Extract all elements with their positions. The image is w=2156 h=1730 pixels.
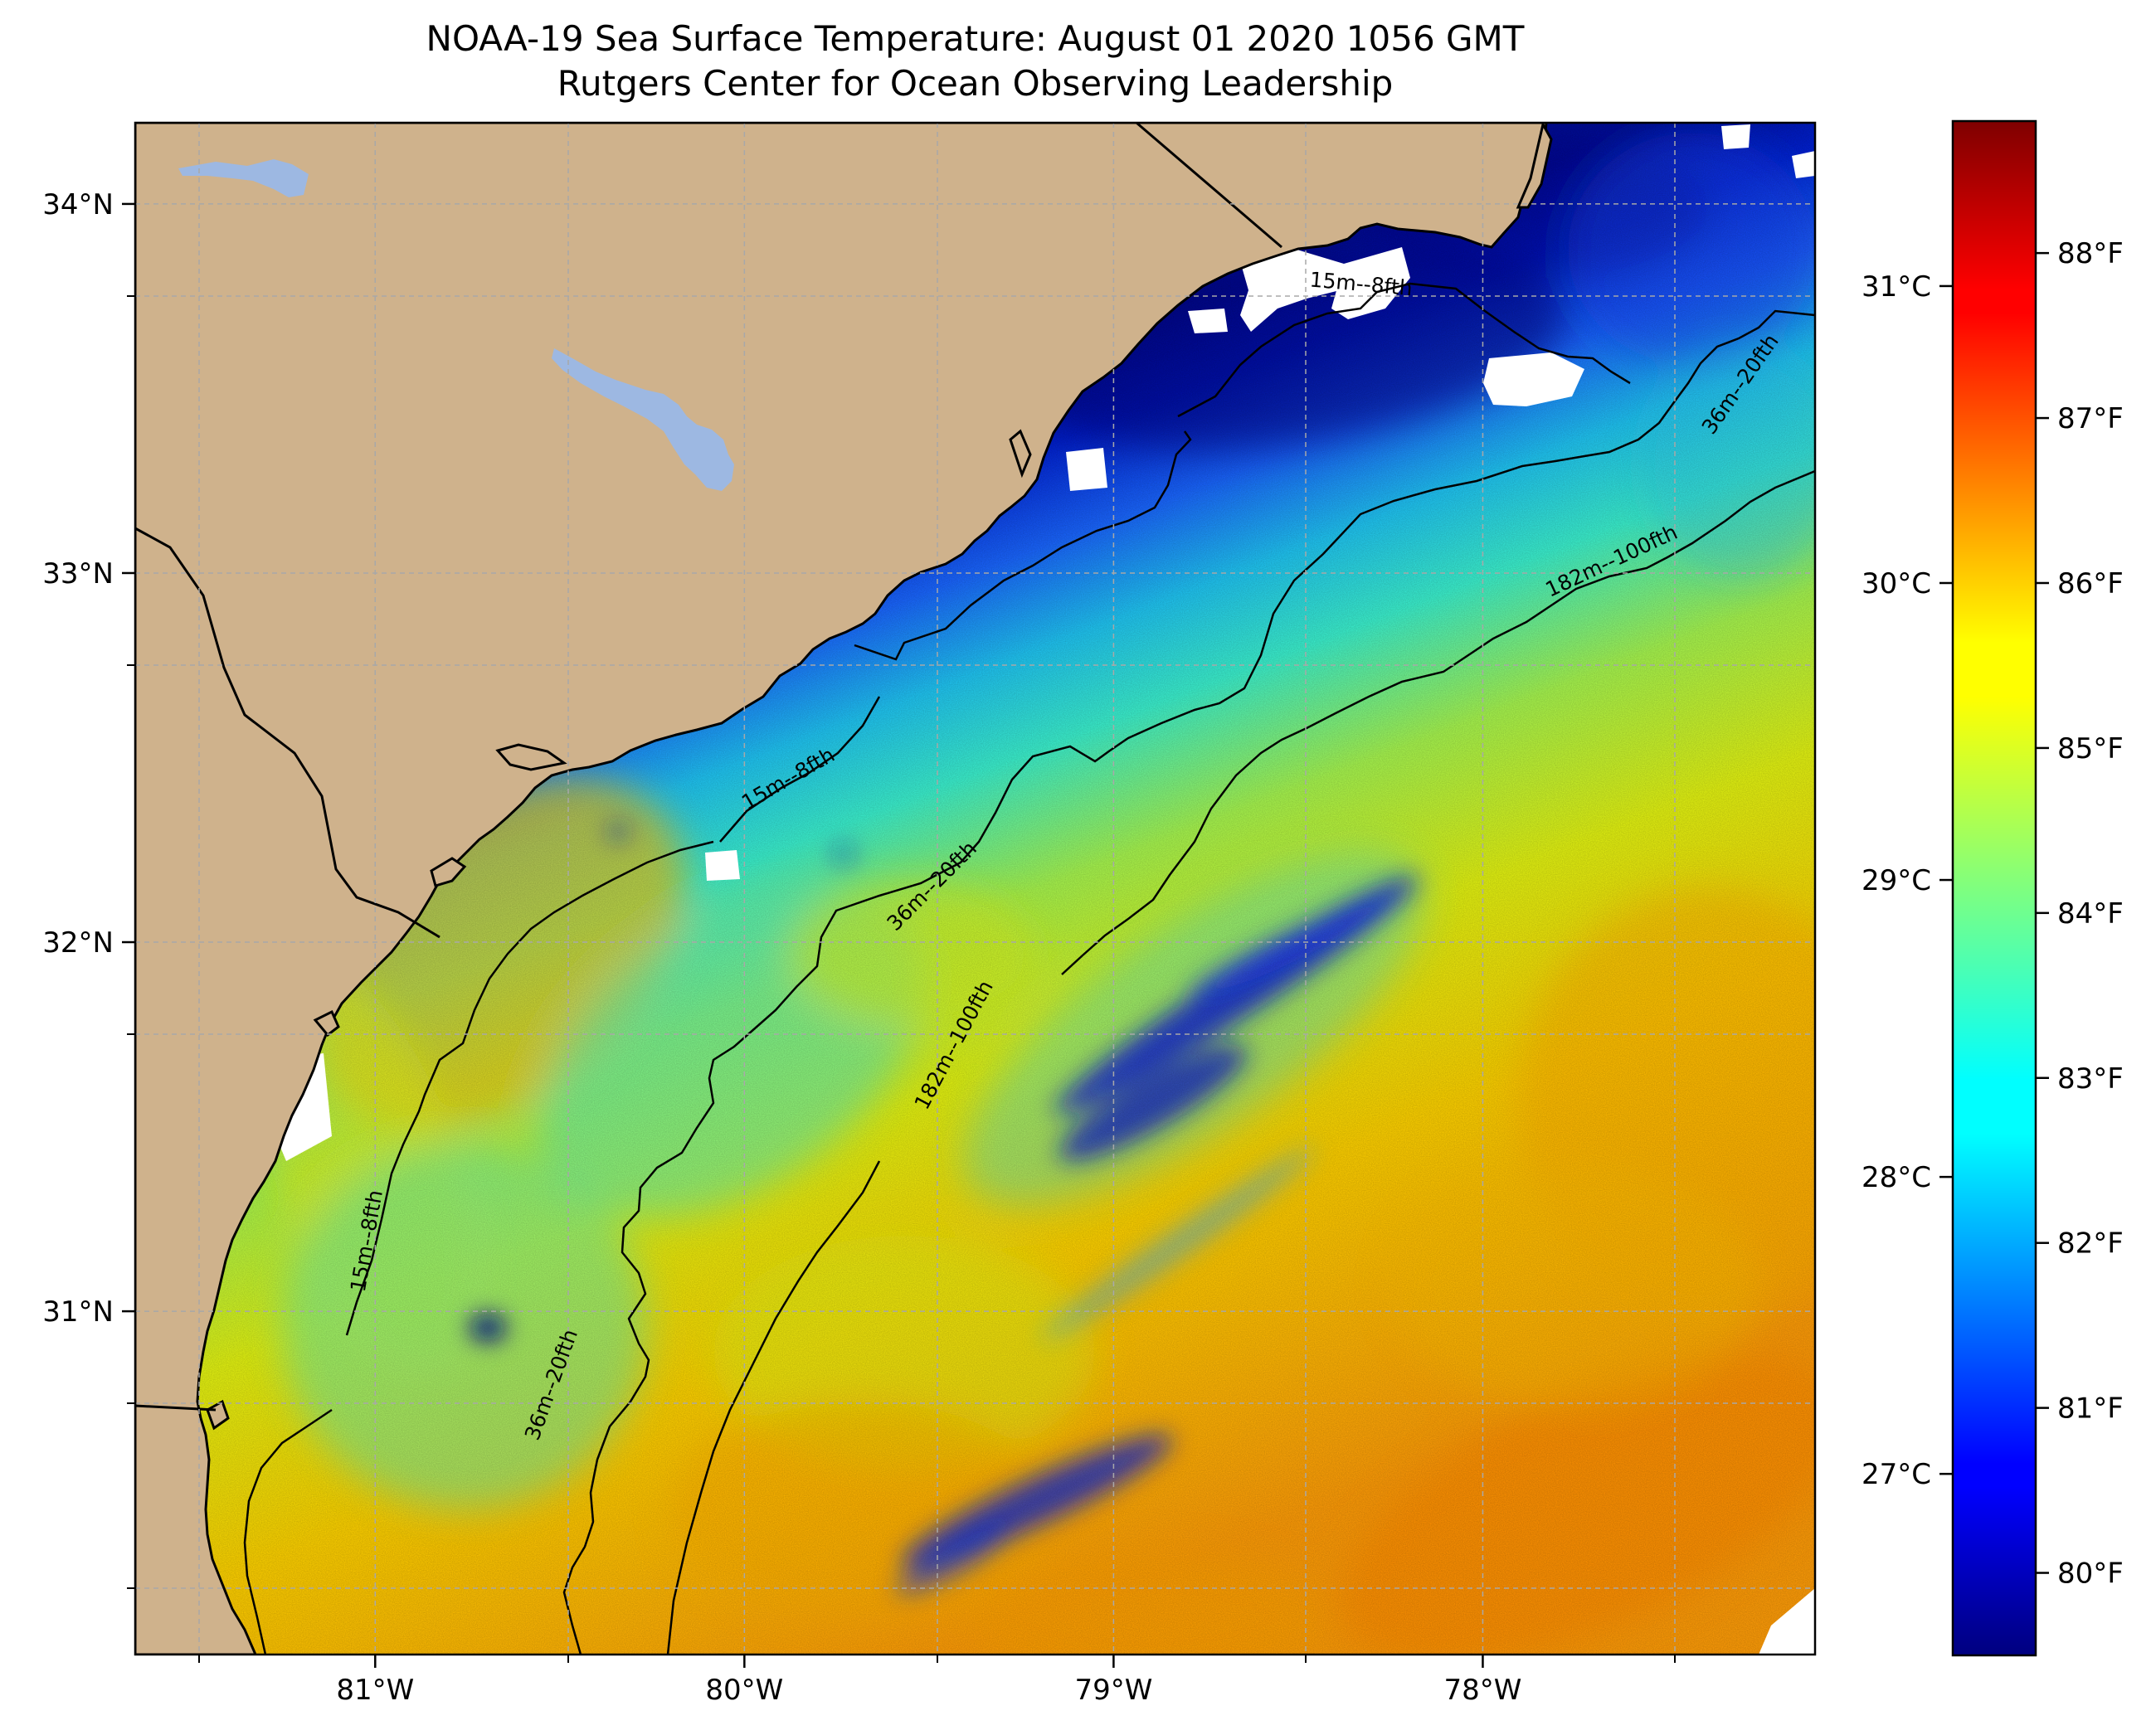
colorbar-f-label: 88°F <box>2057 237 2124 270</box>
colorbar <box>1953 121 2036 1655</box>
colorbar-c-label: 30°C <box>1862 567 1931 600</box>
x-tick-label: 80°W <box>705 1674 783 1707</box>
colorbar-c-label: 29°C <box>1862 864 1931 897</box>
colorbar-fahrenheit-ticks: 80°F 81°F 82°F 83°F 84°F 85°F 86°F 87°F 88°F <box>2036 237 2124 1591</box>
x-tick-label: 81°W <box>336 1674 414 1707</box>
gridlines-major <box>135 123 1815 1655</box>
y-axis: 34°N 33°N 32°N 31°N <box>42 188 135 1329</box>
lakes <box>178 159 734 491</box>
colorbar-f-label: 84°F <box>2057 897 2124 931</box>
colorbar-f-label: 83°F <box>2057 1062 2124 1096</box>
colorbar-celsius-ticks: 27°C 28°C 29°C 30°C 31°C <box>1862 270 1953 1491</box>
x-tick-label: 78°W <box>1444 1674 1522 1707</box>
y-tick-label: 31°N <box>42 1295 114 1329</box>
colorbar-f-label: 85°F <box>2057 732 2124 765</box>
x-tick-label: 79°W <box>1074 1674 1152 1707</box>
y-tick-label: 32°N <box>42 926 114 960</box>
map-frame <box>134 121 1817 1656</box>
colorbar-f-label: 80°F <box>2057 1557 2124 1591</box>
y-tick-label: 33°N <box>42 557 114 590</box>
colorbar-frame <box>1951 119 2037 1657</box>
colorbar-f-label: 86°F <box>2057 567 2124 600</box>
colorbar-f-label: 81°F <box>2057 1392 2124 1426</box>
map-title: NOAA-19 Sea Surface Temperature: August … <box>135 17 1815 106</box>
colorbar-c-label: 31°C <box>1862 270 1931 304</box>
bathymetry-contours <box>243 282 1815 1655</box>
land-mass <box>135 123 1548 1655</box>
minor-ticks <box>127 295 1676 1663</box>
colorbar-f-label: 87°F <box>2057 402 2124 435</box>
x-axis: 81°W 80°W 79°W 78°W <box>336 1655 1521 1707</box>
colorbar-c-label: 28°C <box>1862 1161 1931 1194</box>
colorbar-c-label: 27°C <box>1862 1458 1931 1491</box>
state-borders <box>135 123 1282 1412</box>
y-tick-label: 34°N <box>42 188 114 221</box>
colorbar-f-label: 82°F <box>2057 1227 2124 1261</box>
title-line-2: Rutgers Center for Ocean Observing Leade… <box>557 63 1394 104</box>
gridlines <box>135 123 1815 1655</box>
islands-and-inlets <box>206 123 1553 1431</box>
title-line-1: NOAA-19 Sea Surface Temperature: August … <box>426 18 1525 59</box>
